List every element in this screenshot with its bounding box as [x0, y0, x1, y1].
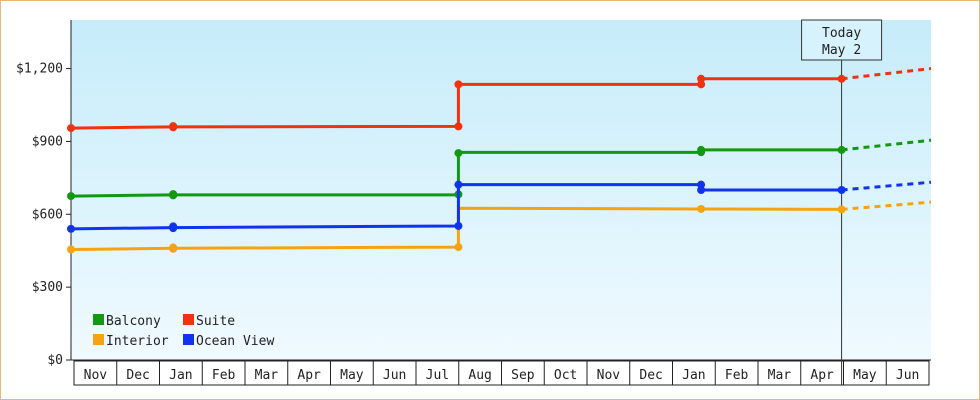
x-tick-label: Oct: [554, 368, 577, 383]
x-tick-label: Jan: [169, 368, 192, 383]
y-tick-label: $300: [32, 280, 63, 295]
x-tick-label: Feb: [725, 368, 749, 383]
x-tick-label: Feb: [212, 368, 236, 383]
data-point-interior: [454, 243, 463, 252]
data-point-balcony: [697, 145, 706, 154]
x-axis: Nov Dec Jan Feb Mar Apr May Jun Jul Aug Sep Oct Nov D…: [71, 359, 931, 386]
data-point-interior: [837, 205, 846, 214]
legend-swatch: [183, 334, 194, 345]
x-tick-label: Mar: [255, 368, 279, 383]
x-tick-label: Jun: [896, 368, 919, 383]
x-tick-label: Aug: [468, 368, 491, 383]
series-projection-ocean-view: [841, 180, 932, 192]
x-tick-label: May: [853, 368, 877, 383]
legend-swatch: [93, 334, 104, 345]
data-point-ocean-view: [454, 180, 463, 189]
data-point-ocean-view: [454, 221, 463, 230]
today-label: Today: [822, 26, 861, 41]
data-point-interior: [67, 245, 75, 254]
legend-label: Ocean View: [196, 334, 274, 349]
y-tick-label: $600: [32, 207, 63, 222]
x-tick-label: Nov: [597, 368, 621, 383]
data-point-suite: [697, 80, 706, 89]
data-point-ocean-view: [697, 186, 706, 194]
x-tick-label: Jan: [682, 368, 705, 383]
data-point-ocean-view: [169, 222, 178, 231]
data-point-suite: [697, 74, 706, 83]
y-tick-label: $0: [47, 353, 63, 368]
x-tick-label: Sep: [511, 368, 535, 383]
today-date: May 2: [822, 43, 861, 58]
data-point-suite: [837, 74, 846, 83]
x-tick-label: May: [340, 368, 364, 383]
y-tick-label: $900: [32, 134, 63, 149]
legend-label: Interior: [106, 334, 169, 349]
series-lines: [67, 67, 932, 254]
x-tick-label: Dec: [126, 368, 149, 383]
series-projection-suite: [841, 67, 932, 81]
data-point-interior: [169, 243, 178, 252]
data-point-balcony: [169, 190, 178, 199]
series-projection-interior: [841, 200, 932, 211]
data-point-balcony: [67, 192, 75, 201]
data-point-suite: [169, 122, 178, 131]
legend-label: Suite: [196, 314, 235, 329]
x-tick-label: Jul: [426, 368, 449, 383]
data-point-suite: [454, 122, 463, 131]
y-axis: $0 $300 $600 $900 $1,200: [16, 20, 72, 368]
legend: Balcony Suite Interior Ocean View: [93, 314, 274, 349]
today-marker: Today May 2: [801, 19, 883, 385]
data-point-suite: [454, 80, 463, 89]
x-tick-label: Apr: [297, 368, 321, 383]
data-point-ocean-view: [67, 224, 75, 233]
x-tick-label: Apr: [810, 368, 834, 383]
data-point-balcony: [837, 145, 846, 154]
series-projection-balcony: [841, 138, 932, 152]
legend-swatch: [183, 314, 194, 325]
x-tick-label: Jun: [383, 368, 406, 383]
data-point-balcony: [454, 149, 463, 158]
data-point-ocean-view: [837, 186, 846, 194]
x-tick-label: Nov: [84, 368, 108, 383]
data-point-suite: [67, 124, 75, 133]
y-tick-label: $1,200: [16, 62, 63, 77]
legend-swatch: [93, 314, 104, 325]
x-tick-label: Dec: [639, 368, 662, 383]
data-point-interior: [697, 204, 706, 213]
x-tick-label: Mar: [768, 368, 792, 383]
legend-label: Balcony: [106, 314, 161, 329]
today-box: [801, 19, 883, 61]
